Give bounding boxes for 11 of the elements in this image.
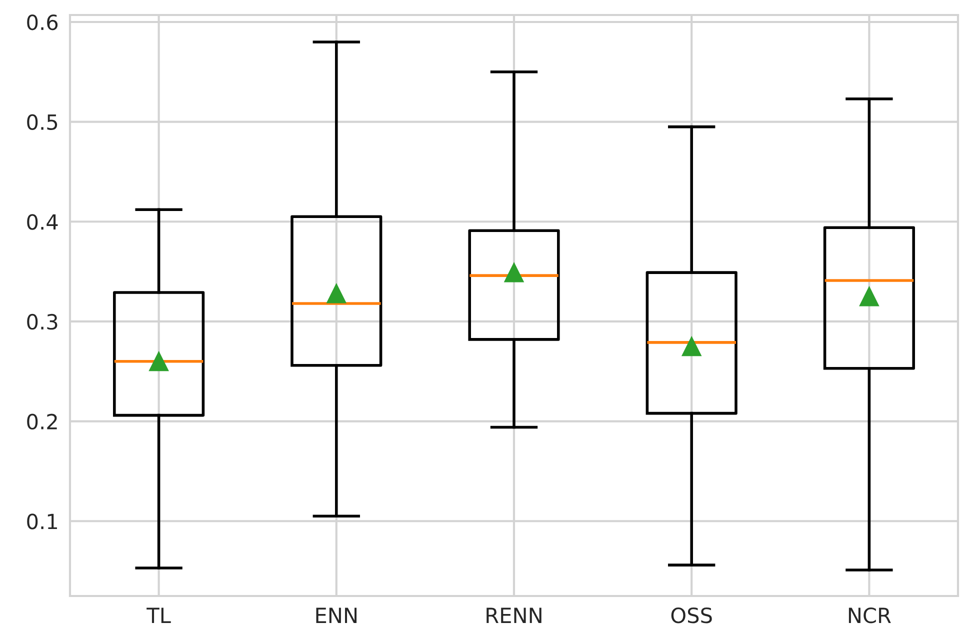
y-tick-label: 0.5 [27, 114, 58, 130]
y-tick-label: 0.6 [27, 14, 58, 30]
y-tick-label: 0.2 [27, 414, 57, 430]
y-tick-label: 0.3 [27, 314, 58, 330]
x-tick-label: TL [146, 608, 171, 623]
x-tick-label: RENN [486, 608, 542, 623]
y-tick-label: 0.4 [27, 214, 58, 230]
y-tick-label: 0.1 [27, 514, 57, 530]
x-tick-label: OSS [671, 607, 712, 624]
x-tick-label: ENN [316, 608, 357, 623]
x-tick-label: NCR [848, 607, 891, 624]
